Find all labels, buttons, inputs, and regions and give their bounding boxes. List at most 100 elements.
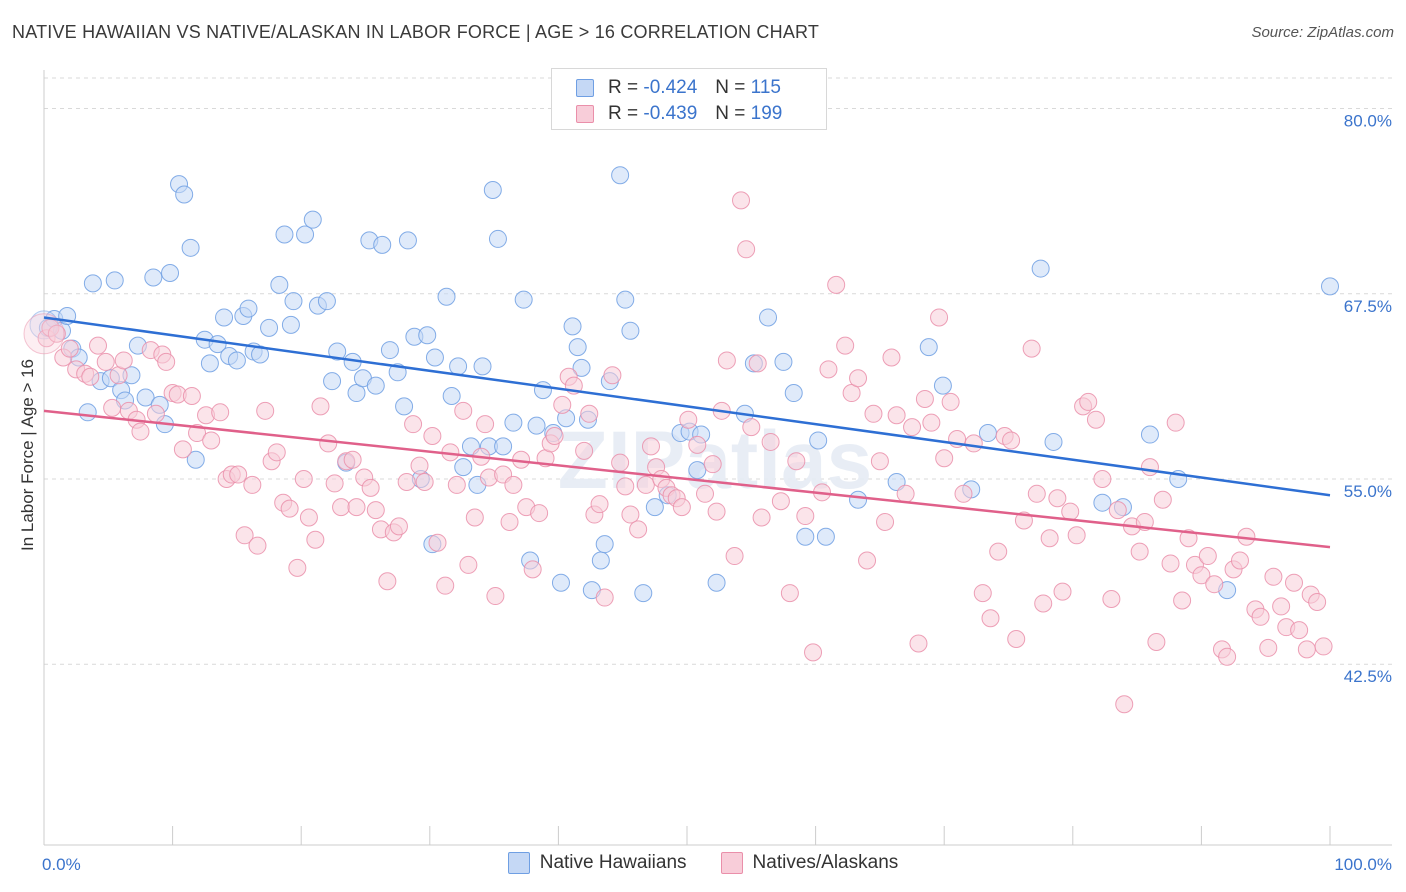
stats-row-native-hawaiians: R = -0.424 N = 115 — [576, 76, 781, 100]
legend-label: Native Hawaiians — [539, 852, 687, 873]
n-value: 115 — [750, 77, 781, 98]
data-point — [404, 415, 423, 434]
trend-lines — [43, 316, 1331, 549]
data-point — [202, 431, 221, 450]
data-point — [442, 387, 461, 406]
data-point — [922, 413, 941, 432]
data-point — [306, 530, 325, 549]
data-point — [1040, 529, 1059, 548]
data-point — [1251, 607, 1270, 626]
data-point — [954, 484, 973, 503]
data-point — [887, 406, 906, 425]
data-point — [1086, 410, 1105, 429]
data-point — [725, 547, 744, 566]
legend-item-natives-alaskans[interactable]: Natives/Alaskans — [720, 852, 899, 874]
axes — [43, 70, 1392, 846]
data-point — [909, 634, 928, 653]
data-point — [514, 290, 533, 309]
data-point — [311, 397, 330, 416]
data-point — [415, 472, 434, 491]
data-point — [1218, 647, 1237, 666]
data-point — [1130, 542, 1149, 561]
data-point — [941, 392, 960, 411]
data-point — [621, 321, 640, 340]
data-point — [1140, 425, 1159, 444]
data-point — [849, 369, 868, 388]
legend-item-native-hawaiians[interactable]: Native Hawaiians — [507, 852, 687, 874]
data-point — [707, 573, 726, 592]
data-point — [395, 397, 414, 416]
x-tick-label: 0.0% — [42, 855, 81, 874]
data-point — [545, 427, 564, 446]
r-label: R = — [608, 77, 639, 98]
y-tick-label: 80.0% — [1344, 112, 1392, 131]
data-point — [595, 535, 614, 554]
data-point — [737, 240, 756, 259]
n-label: N = — [715, 77, 746, 98]
data-point — [787, 452, 806, 471]
data-point — [796, 507, 815, 526]
data-point — [103, 398, 122, 417]
data-point — [717, 351, 736, 370]
data-point — [428, 533, 447, 552]
data-point — [591, 551, 610, 570]
data-point — [89, 336, 108, 355]
data-point — [243, 475, 262, 494]
data-point — [436, 576, 455, 595]
data-point — [1093, 493, 1112, 512]
data-point — [251, 345, 270, 364]
data-point — [973, 584, 992, 603]
data-point — [418, 326, 437, 345]
data-point — [447, 475, 466, 494]
data-point — [296, 225, 315, 244]
data-point — [366, 501, 385, 520]
data-point — [1093, 469, 1112, 488]
pink-swatch — [720, 852, 743, 874]
data-point — [621, 505, 640, 524]
data-point — [161, 264, 180, 283]
data-point — [1272, 597, 1291, 616]
data-point — [136, 388, 155, 407]
data-point — [423, 427, 442, 446]
x-tick-label: 100.0% — [1334, 855, 1392, 874]
y-axis-label: In Labor Force | Age > 16 — [18, 359, 37, 551]
n-value: 199 — [750, 103, 783, 124]
legend-label: Natives/Alaskans — [752, 852, 899, 873]
data-point — [1161, 554, 1180, 573]
pink-swatch — [576, 105, 594, 123]
data-point — [105, 271, 124, 290]
data-point — [284, 292, 303, 311]
data-point — [173, 440, 192, 459]
data-point — [347, 384, 366, 403]
data-point — [836, 336, 855, 355]
data-point — [215, 308, 234, 327]
data-point — [964, 434, 983, 453]
data-point — [83, 274, 102, 293]
data-point — [47, 324, 66, 343]
data-point — [347, 498, 366, 517]
data-point — [78, 403, 97, 422]
data-point — [816, 527, 835, 546]
data-point — [1179, 529, 1198, 548]
data-point — [688, 435, 707, 454]
data-point — [317, 292, 336, 311]
data-point — [175, 185, 194, 204]
data-point — [876, 512, 895, 531]
data-point — [1022, 339, 1041, 358]
data-point — [809, 431, 828, 450]
data-point — [378, 572, 397, 591]
data-point — [1067, 526, 1086, 545]
data-point — [634, 584, 653, 603]
data-point — [796, 527, 815, 546]
data-point — [849, 490, 868, 509]
data-point — [732, 191, 751, 210]
data-point — [96, 352, 115, 371]
data-point — [256, 401, 275, 420]
data-point — [742, 418, 761, 437]
data-point — [981, 609, 1000, 628]
data-point — [672, 498, 691, 517]
data-point — [645, 498, 664, 517]
data-point — [60, 339, 79, 358]
data-point — [488, 229, 507, 248]
data-point — [361, 478, 380, 497]
